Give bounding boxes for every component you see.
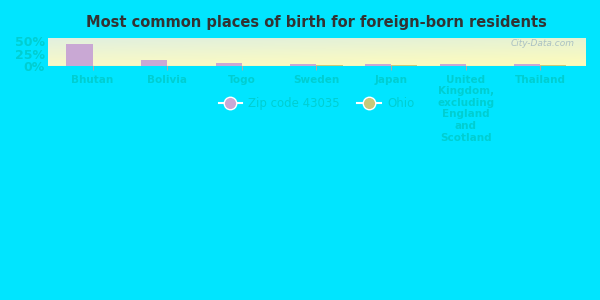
Title: Most common places of birth for foreign-born residents: Most common places of birth for foreign-…: [86, 15, 547, 30]
Bar: [540, 65, 566, 66]
Bar: [365, 64, 391, 66]
Bar: [215, 63, 242, 66]
Bar: [141, 60, 167, 66]
Bar: [290, 64, 316, 66]
Bar: [391, 65, 417, 66]
Bar: [67, 44, 92, 66]
Bar: [440, 64, 466, 66]
Bar: [316, 65, 343, 66]
Text: City-Data.com: City-Data.com: [510, 39, 574, 48]
Legend: Zip code 43035, Ohio: Zip code 43035, Ohio: [214, 93, 419, 115]
Bar: [514, 64, 540, 66]
